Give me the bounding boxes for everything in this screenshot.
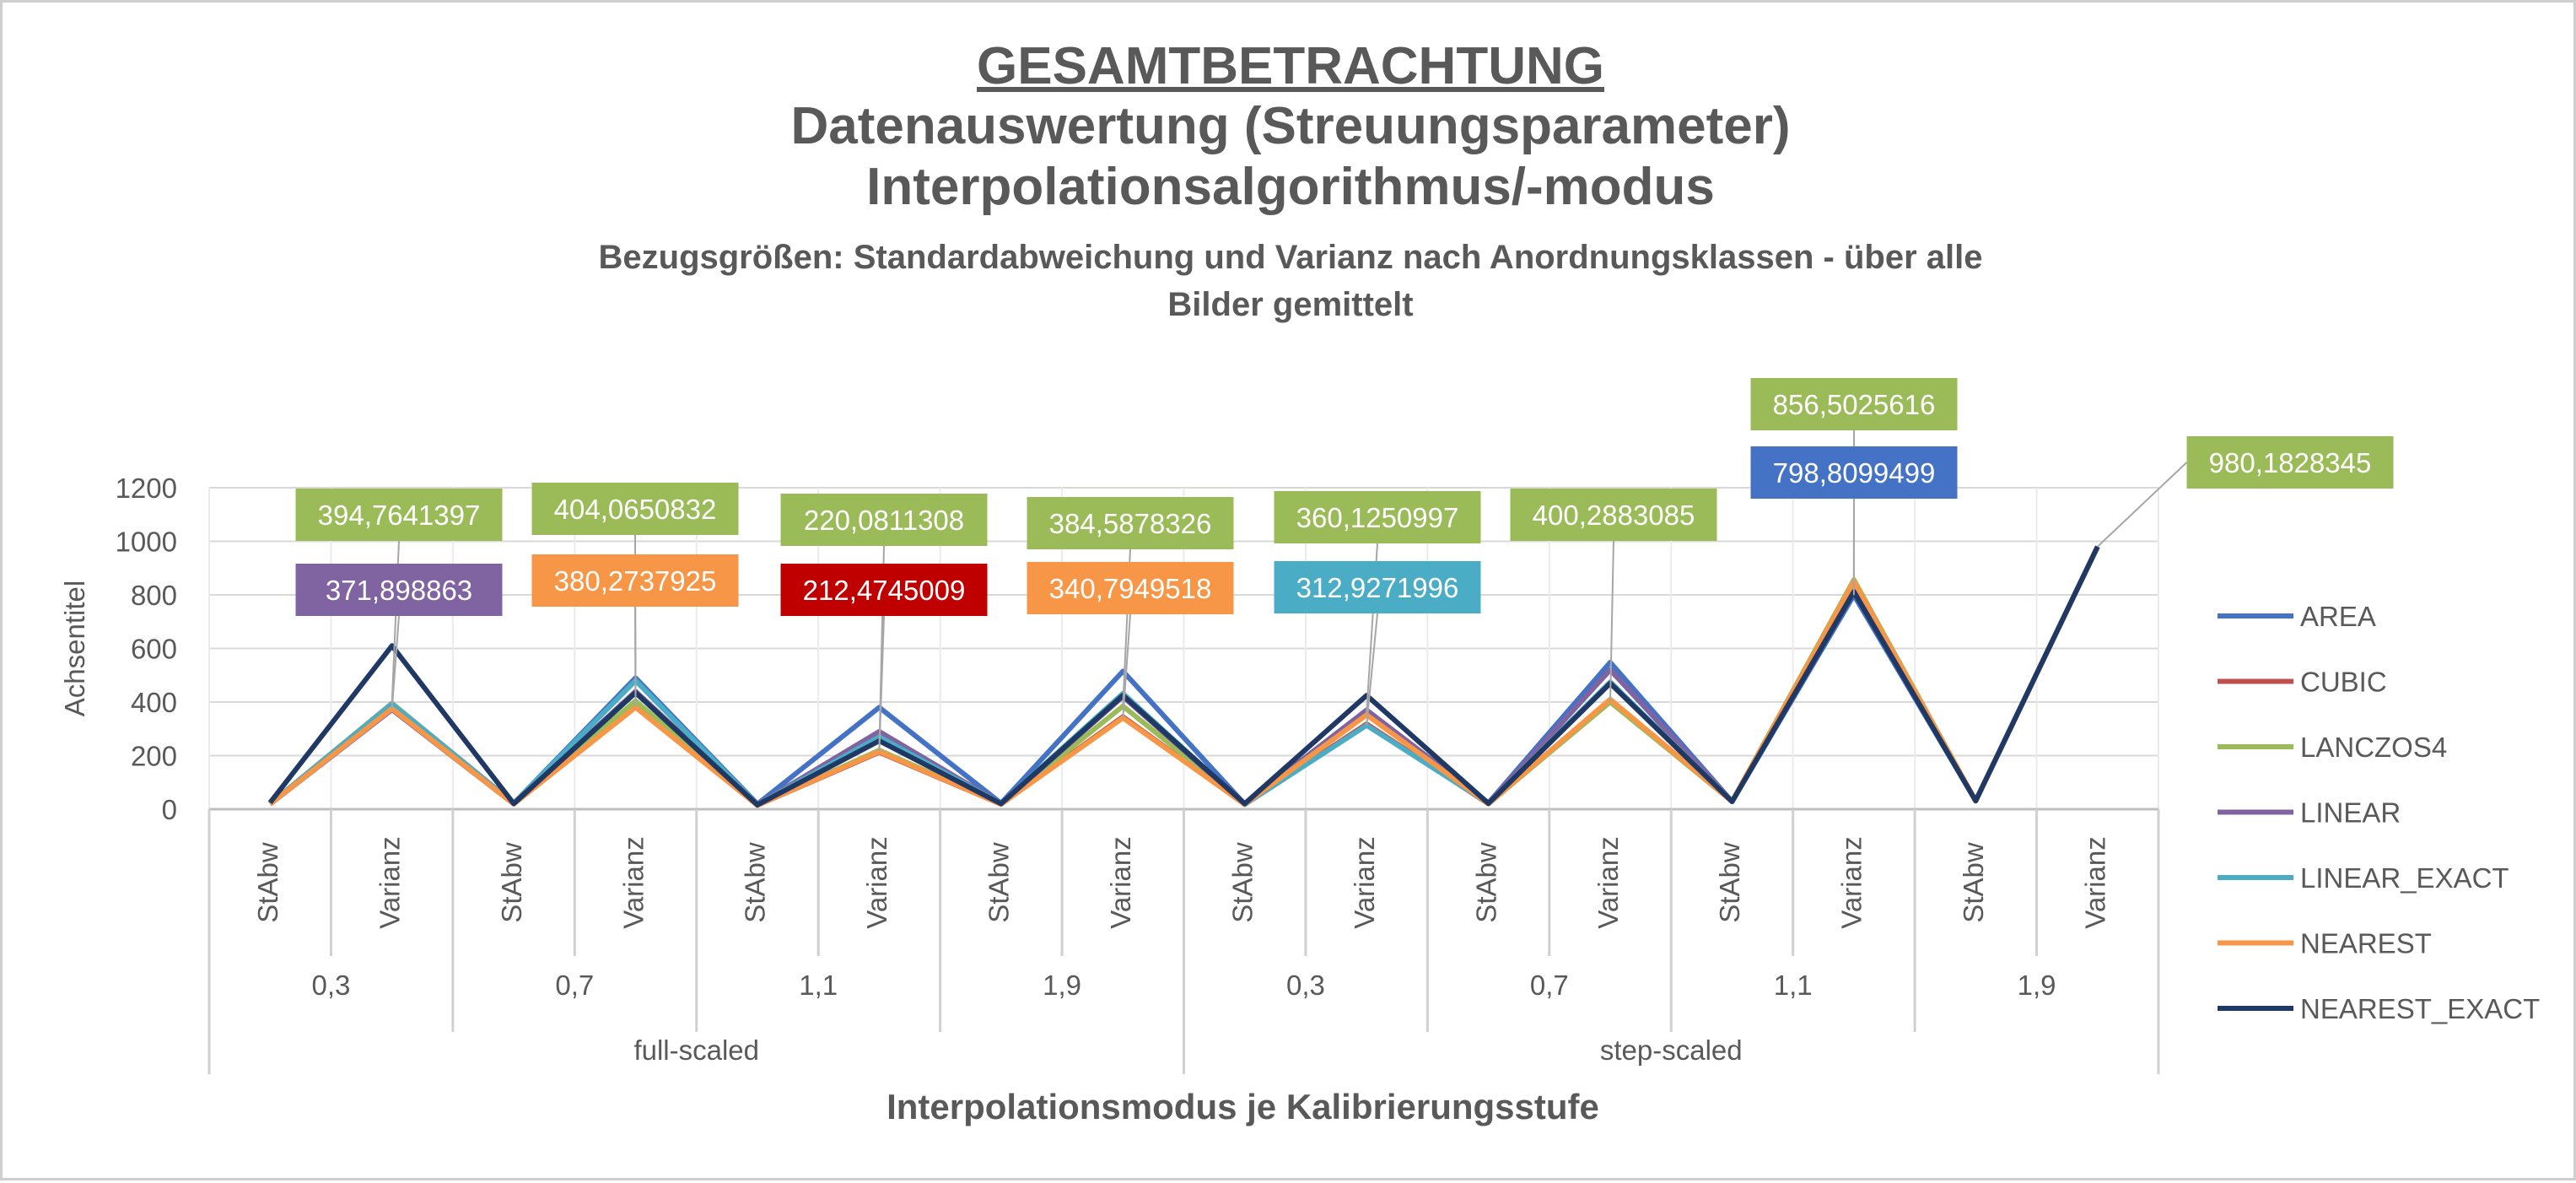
x-supergroup-label: full-scaled bbox=[633, 1034, 759, 1066]
y-tick-label: 200 bbox=[131, 741, 177, 772]
x-tick-label: Varianz bbox=[1349, 836, 1380, 928]
y-tick-label: 600 bbox=[131, 634, 177, 665]
leader-line bbox=[2098, 462, 2187, 547]
x-group-label: 1,1 bbox=[799, 970, 838, 1001]
data-label: 220,0811308 bbox=[804, 505, 964, 536]
x-tick-label: StAbw bbox=[984, 842, 1015, 923]
x-group-label: 1,1 bbox=[1774, 970, 1813, 1001]
x-tick-label: StAbw bbox=[496, 842, 527, 923]
data-label: 360,1250997 bbox=[1296, 502, 1459, 533]
x-tick-label: Varianz bbox=[617, 836, 649, 928]
x-tick-label: Varianz bbox=[1592, 836, 1624, 928]
data-label: 798,8099499 bbox=[1773, 457, 1936, 489]
legend-label: CUBIC bbox=[2300, 667, 2387, 698]
leader-line bbox=[1610, 541, 1614, 702]
data-label: 312,9271996 bbox=[1296, 572, 1459, 603]
x-tick-label: StAbw bbox=[1714, 842, 1745, 923]
x-tick-label: Varianz bbox=[1836, 836, 1867, 928]
x-axis-title: Interpolationsmodus je Kalibrierungsstuf… bbox=[887, 1087, 1599, 1126]
data-label: 400,2883085 bbox=[1533, 500, 1695, 531]
data-label: 394,7641397 bbox=[318, 500, 481, 531]
y-tick-label: 1000 bbox=[116, 527, 177, 558]
data-label: 212,4745009 bbox=[803, 575, 966, 606]
line-chart: 0 200 400 600 800 1000 1200 Achsentitel StAbw Var… bbox=[3, 3, 2576, 1183]
leader-line bbox=[635, 607, 636, 707]
x-group-label: 0,7 bbox=[555, 970, 594, 1001]
x-group-label: 1,9 bbox=[1043, 970, 1081, 1001]
data-label: 384,5878326 bbox=[1049, 508, 1212, 539]
x-group-label: 0,3 bbox=[1286, 970, 1325, 1001]
data-label: 340,7949518 bbox=[1049, 573, 1212, 604]
data-label: 856,5025616 bbox=[1773, 389, 1936, 420]
x-tick-label: StAbw bbox=[1226, 842, 1258, 923]
x-tick-label: Varianz bbox=[861, 836, 892, 928]
legend-label: NEAREST_EXACT bbox=[2300, 993, 2540, 1024]
legend-label: AREA bbox=[2300, 601, 2376, 632]
x-group-label: 1,9 bbox=[2018, 970, 2056, 1001]
x-tick-label: StAbw bbox=[252, 842, 283, 923]
legend-label: LANCZOS4 bbox=[2300, 732, 2447, 763]
data-label: 404,0650832 bbox=[554, 494, 717, 525]
x-group-label: 0,7 bbox=[1530, 970, 1569, 1001]
x-tick-label: Varianz bbox=[374, 836, 405, 928]
y-tick-label: 800 bbox=[131, 580, 177, 611]
data-label: 371,898863 bbox=[326, 575, 472, 606]
x-tick-label: Varianz bbox=[1105, 836, 1136, 928]
y-axis-title: Achsentitel bbox=[59, 581, 90, 716]
y-tick-label: 1200 bbox=[116, 473, 177, 504]
legend-label: LINEAR bbox=[2300, 797, 2401, 829]
legend-label: LINEAR_EXACT bbox=[2300, 862, 2509, 894]
data-label: 380,2737925 bbox=[554, 565, 717, 597]
y-tick-label: 400 bbox=[131, 687, 177, 718]
x-tick-label: StAbw bbox=[740, 842, 771, 923]
x-tick-label: StAbw bbox=[1958, 842, 1989, 923]
x-tick-label: StAbw bbox=[1470, 842, 1501, 923]
x-group-label: 0,3 bbox=[312, 970, 351, 1001]
data-label: 980,1828345 bbox=[2209, 447, 2372, 478]
x-tick-label: Varianz bbox=[2080, 836, 2111, 928]
legend-label: NEAREST bbox=[2300, 928, 2432, 959]
y-tick-label: 0 bbox=[162, 794, 177, 825]
x-supergroup-label: step-scaled bbox=[1600, 1034, 1743, 1066]
